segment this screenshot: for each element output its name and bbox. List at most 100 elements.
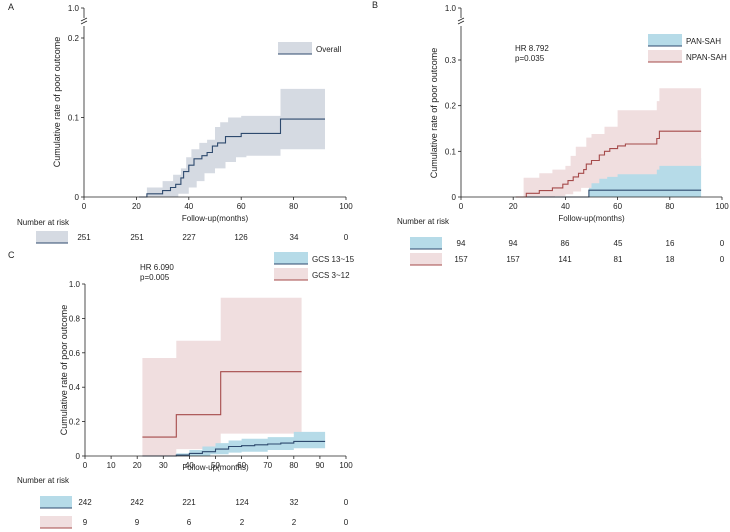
- km-curve-red: [515, 130, 702, 198]
- x-tick-label: 80: [289, 202, 298, 211]
- legend-label: GCS 13~15: [312, 255, 355, 264]
- ci-band-overall: [139, 88, 325, 197]
- risk-count: 81: [614, 255, 623, 264]
- risk-count: 45: [614, 239, 623, 248]
- legend-entry: NPAN-SAH: [648, 50, 727, 63]
- ci-band-red: [142, 297, 302, 456]
- legend-label: NPAN-SAH: [686, 53, 727, 62]
- risk-count: 242: [78, 498, 92, 507]
- risk-count: 6: [187, 518, 192, 527]
- risk-row-swatch: [40, 496, 72, 508]
- x-tick-label: 10: [107, 461, 116, 470]
- risk-count: 0: [344, 498, 349, 507]
- y-tick-label: 0.6: [69, 349, 81, 358]
- panel-label: C: [8, 250, 15, 260]
- x-axis-title: Follow-up(months): [182, 214, 249, 223]
- hr-annotation: HR 6.090: [140, 263, 174, 272]
- legend-swatch: [274, 268, 308, 280]
- risk-count: 251: [130, 233, 144, 242]
- legend-entry: Overall: [278, 42, 342, 55]
- y-tick-label: 0: [75, 193, 80, 202]
- risk-row-swatch: [410, 253, 442, 265]
- x-tick-label: 60: [613, 202, 622, 211]
- x-tick-label: 20: [133, 461, 142, 470]
- y-tick-label: 0: [452, 193, 457, 202]
- risk-count: 18: [666, 255, 675, 264]
- x-tick-label: 60: [237, 461, 246, 470]
- x-tick-label: 0: [459, 202, 464, 211]
- y-axis-title: Cumulative rate of poor outcome: [59, 305, 69, 436]
- y-tick-label: 0: [76, 452, 81, 461]
- risk-count: 141: [558, 255, 572, 264]
- x-tick-label: 50: [211, 461, 220, 470]
- x-tick-label: 40: [561, 202, 570, 211]
- risk-table: Number at risk 242 242 221 124 32 0 9 9 6 2 2 0: [17, 476, 349, 529]
- panel-b: B 1.0 0 0.1 0.2 0.3 0 20 40 60 80 100 Follow-up(mont…: [372, 0, 729, 266]
- legend-swatch: [648, 34, 682, 46]
- x-tick-label: 100: [339, 461, 353, 470]
- risk-count: 0: [720, 239, 725, 248]
- x-tick-label: 60: [237, 202, 246, 211]
- risk-count: 157: [506, 255, 520, 264]
- legend-label: PAN-SAH: [686, 37, 721, 46]
- x-tick-label: 20: [509, 202, 518, 211]
- risk-count: 242: [130, 498, 144, 507]
- y-tick-label: 1.0: [68, 4, 80, 13]
- legend-swatch: [278, 42, 312, 54]
- y-axis-title: Cumulative rate of poor outcome: [52, 37, 62, 168]
- x-tick-label: 0: [82, 202, 87, 211]
- risk-count: 2: [240, 518, 245, 527]
- risk-table-title: Number at risk: [17, 476, 70, 485]
- y-tick-label: 0.2: [69, 418, 81, 427]
- risk-count: 0: [344, 518, 349, 527]
- legend-label: GCS 3~12: [312, 271, 350, 280]
- risk-count: 32: [290, 498, 299, 507]
- risk-count: 221: [182, 498, 196, 507]
- legend-entry: GCS 13~15: [274, 252, 355, 265]
- risk-count: 16: [666, 239, 675, 248]
- km-curve-blue: [142, 440, 326, 457]
- km-curve-overall: [139, 118, 325, 198]
- risk-count: 94: [457, 239, 466, 248]
- risk-table: Number at risk 94 94 86 45 16 0 157 157 141 81 18 0: [397, 217, 725, 266]
- legend-swatch: [648, 50, 682, 62]
- panel-label: A: [8, 2, 14, 12]
- y-tick-label: 0.1: [445, 147, 457, 156]
- y-tick-label: 0.8: [69, 314, 81, 323]
- risk-table-title: Number at risk: [397, 217, 450, 226]
- y-tick-label: 0.4: [69, 383, 81, 392]
- risk-count: 94: [509, 239, 518, 248]
- risk-count: 0: [720, 255, 725, 264]
- legend-swatch: [274, 252, 308, 264]
- ci-band-blue: [142, 431, 326, 456]
- x-tick-label: 100: [339, 202, 353, 211]
- legend-entry: PAN-SAH: [648, 34, 721, 47]
- x-tick-label: 80: [289, 461, 298, 470]
- risk-count: 251: [77, 233, 91, 242]
- risk-table-title: Number at risk: [17, 218, 70, 227]
- y-tick-label: 0.2: [445, 102, 457, 111]
- panel-c: C00.20.40.60.81.00 10 20 30 40 50 60 70 80 90 100F…: [8, 250, 355, 529]
- y-tick-label: 1.0: [445, 4, 457, 13]
- risk-count: 227: [182, 233, 196, 242]
- x-tick-label: 40: [185, 461, 194, 470]
- x-tick-label: 90: [315, 461, 324, 470]
- km-curve-red: [142, 371, 302, 438]
- hr-annotation: p=0.035: [515, 54, 545, 63]
- x-tick-label: 30: [159, 461, 168, 470]
- axes: 1.0 0 0.1 0.2 0 20 40 60 80 100: [68, 4, 353, 211]
- legend-entry: GCS 3~12: [274, 268, 350, 281]
- hr-annotation: p=0.005: [140, 273, 170, 282]
- legend-label: Overall: [316, 45, 342, 54]
- y-tick-label: 0.3: [445, 56, 457, 65]
- x-tick-label: 80: [665, 202, 674, 211]
- axes: 0 0.2 0.4 0.6 0.8 1.0 0 10 20 30 40 50 60 70 80 90 100: [69, 280, 353, 470]
- risk-count: 157: [454, 255, 468, 264]
- risk-count: 34: [290, 233, 299, 242]
- risk-table: Number at risk 251 251 227 126 34 0: [17, 218, 349, 244]
- x-tick-label: 20: [132, 202, 141, 211]
- axes: 1.0 0 0.1 0.2 0.3 0 20 40 60 80 100: [445, 4, 729, 211]
- risk-count: 9: [83, 518, 88, 527]
